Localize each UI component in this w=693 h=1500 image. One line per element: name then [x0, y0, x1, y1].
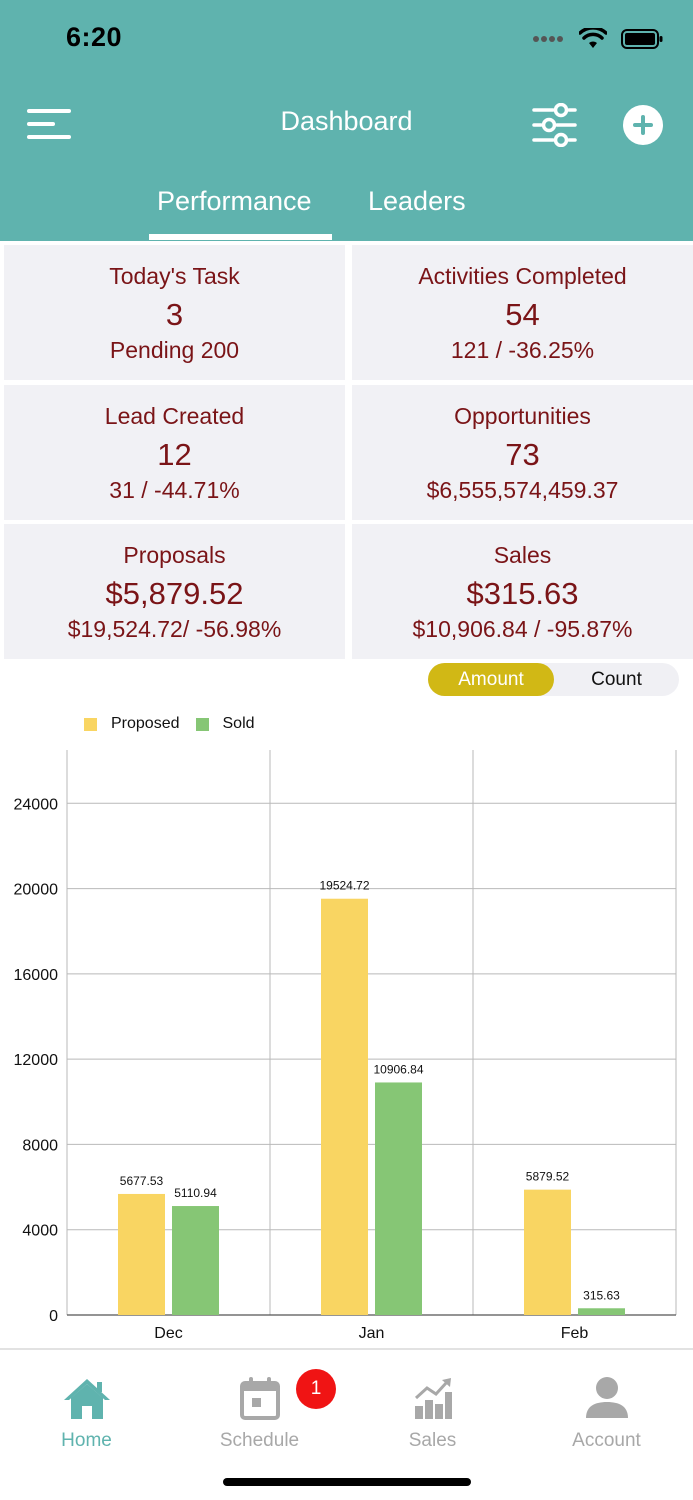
card-label: Sales [493, 542, 552, 568]
home-icon [63, 1379, 110, 1419]
y-tick-label: 0 [49, 1308, 58, 1325]
bar-value-label: 5677.53 [120, 1174, 164, 1188]
tab-leaders[interactable]: Leaders [368, 186, 466, 216]
bar-sold [375, 1082, 422, 1315]
legend-item-sold[interactable]: Sold [195, 715, 255, 733]
status-icons [533, 24, 663, 54]
card-value: 73 [505, 437, 540, 472]
add-button[interactable] [622, 104, 664, 146]
nav-label-sales: Sales [408, 1430, 457, 1451]
nav-label-home: Home [61, 1430, 112, 1451]
bar-sold [172, 1206, 219, 1315]
chart-legend: Proposed Sold [84, 714, 271, 734]
card-todays-task[interactable]: Today's Task 3 Pending 200 [4, 245, 345, 380]
person-icon [585, 1377, 628, 1418]
card-subtext: $19,524.72/ -56.98% [67, 616, 282, 642]
nav-label-account: Account [572, 1430, 641, 1451]
card-label: Proposals [123, 542, 226, 568]
bar-proposed [321, 898, 368, 1315]
tab-performance[interactable]: Performance [157, 186, 312, 216]
card-subtext: $10,906.84 / -95.87% [412, 616, 633, 642]
card-subtext: $6,555,574,459.37 [426, 477, 619, 503]
card-subtext: 31 / -44.71% [109, 477, 240, 503]
nav-label-schedule: Schedule [219, 1430, 300, 1451]
wifi-icon [579, 28, 607, 48]
legend-label-proposed: Proposed [111, 715, 180, 732]
bar-value-label: 10906.84 [373, 1062, 423, 1076]
bottom-nav: Home Schedule Sales Account [0, 1350, 693, 1500]
home-indicator [223, 1478, 471, 1486]
hamburger-menu-icon [27, 109, 71, 139]
legend-swatch-sold [195, 717, 209, 731]
app-header: 6:20 Dashboard [0, 0, 693, 241]
card-subtext: 121 / -36.25% [450, 337, 595, 363]
nav-item-home[interactable]: Home [0, 1350, 173, 1460]
toggle-amount-button[interactable]: Amount [428, 663, 554, 696]
card-sales[interactable]: Sales $315.63 $10,906.84 / -95.87% [352, 524, 693, 659]
y-tick-label: 24000 [14, 796, 59, 813]
battery-icon [621, 29, 663, 49]
card-label: Today's Task [109, 263, 240, 289]
y-tick-label: 16000 [14, 967, 59, 984]
status-time: 6:20 [66, 22, 123, 52]
card-proposals[interactable]: Proposals $5,879.52 $19,524.72/ -56.98% [4, 524, 345, 659]
bar-proposed [118, 1193, 165, 1315]
bar-value-label: 5879.52 [526, 1170, 570, 1184]
calendar-icon [239, 1377, 280, 1420]
x-tick-label: Jan [359, 1325, 385, 1342]
legend-label-sold: Sold [222, 715, 255, 732]
card-activities-completed[interactable]: Activities Completed 54 121 / -36.25% [352, 245, 693, 380]
sliders-filter-icon [532, 102, 577, 148]
y-tick-label: 8000 [22, 1137, 58, 1154]
menu-button[interactable] [26, 108, 74, 140]
active-tab-indicator [149, 234, 332, 240]
card-label: Opportunities [454, 403, 591, 429]
nav-item-account[interactable]: Account [520, 1350, 693, 1460]
bar-value-label: 315.63 [583, 1288, 620, 1302]
legend-item-proposed[interactable]: Proposed [84, 715, 180, 733]
bar-sold [578, 1308, 625, 1315]
y-tick-label: 4000 [22, 1223, 58, 1240]
card-subtext: Pending 200 [109, 337, 240, 363]
card-lead-created[interactable]: Lead Created 12 31 / -44.71% [4, 385, 345, 520]
y-tick-label: 12000 [14, 1052, 59, 1069]
card-value: 3 [165, 297, 184, 332]
page-title: Dashboard [280, 106, 413, 136]
nav-divider [0, 1348, 693, 1350]
bar-proposed [524, 1189, 571, 1315]
bar-value-label: 5110.94 [174, 1186, 217, 1200]
toggle-count-button[interactable]: Count [591, 669, 642, 690]
legend-swatch-proposed [84, 717, 97, 731]
card-value: $315.63 [466, 576, 579, 611]
schedule-notification-badge: 1 [296, 1369, 336, 1409]
cellular-signal-icon [533, 36, 563, 42]
nav-item-schedule[interactable]: Schedule [173, 1350, 346, 1460]
bar-value-label: 19524.72 [319, 879, 369, 893]
bar-chart: 0 4000 8000 12000 16000 20000 24000 5677.53 5110… [14, 750, 677, 1342]
y-tick-label: 20000 [14, 882, 59, 899]
card-value: 12 [157, 437, 192, 472]
card-value: 54 [505, 297, 540, 332]
card-opportunities[interactable]: Opportunities 73 $6,555,574,459.37 [352, 385, 693, 520]
card-value: $5,879.52 [105, 576, 244, 611]
card-label: Activities Completed [418, 263, 627, 289]
plus-circle-icon [623, 105, 663, 145]
amount-count-toggle: Amount Count [428, 663, 679, 696]
card-label: Lead Created [104, 403, 245, 429]
nav-item-sales[interactable]: Sales [346, 1350, 519, 1460]
x-tick-label: Feb [561, 1325, 589, 1342]
x-tick-label: Dec [154, 1325, 182, 1342]
filter-button[interactable] [531, 102, 579, 148]
sales-chart-icon [414, 1378, 452, 1419]
